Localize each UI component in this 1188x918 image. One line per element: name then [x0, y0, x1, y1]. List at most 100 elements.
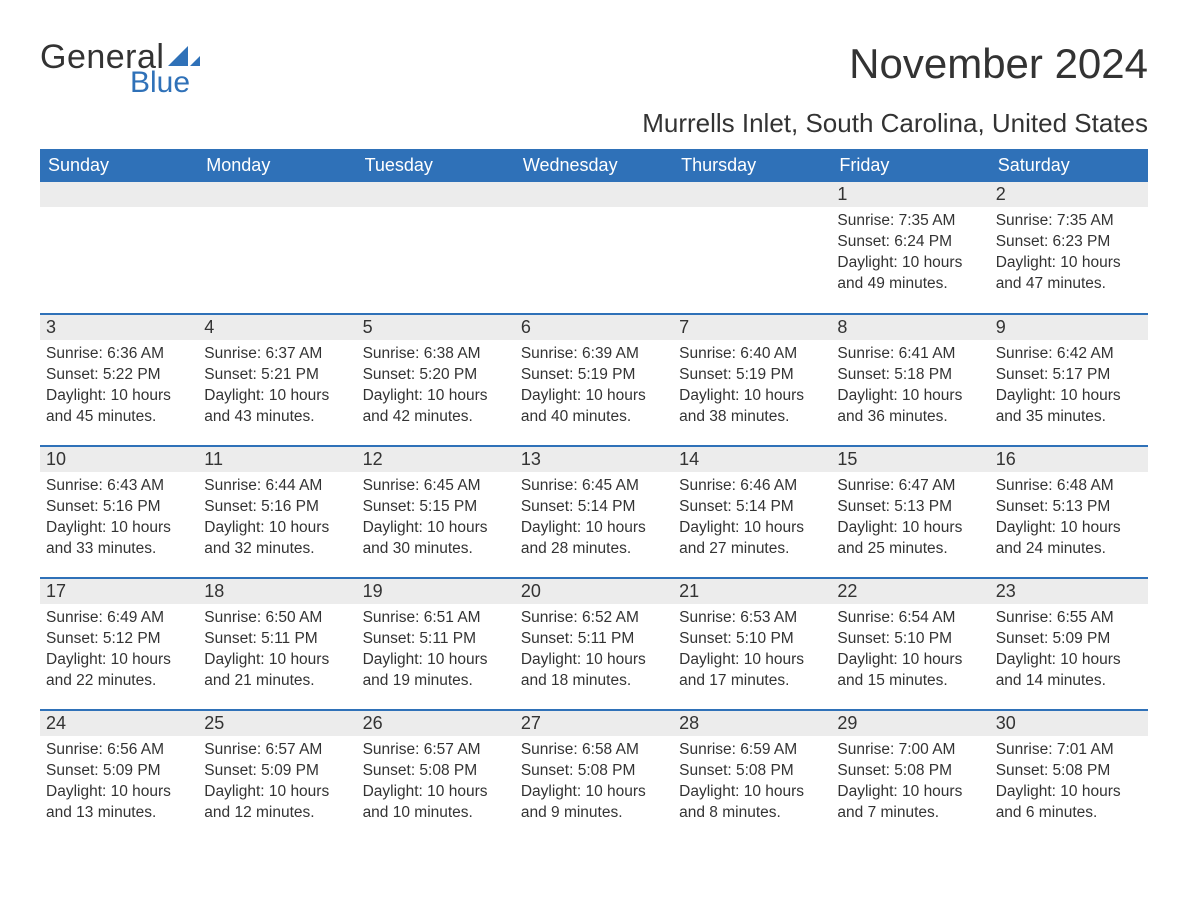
- dl1-label: Daylight: 10 hours: [521, 650, 667, 670]
- day-cell: 8Sunrise: 6:41 AMSunset: 5:18 PMDaylight…: [831, 314, 989, 446]
- sunrise-label: Sunrise: 6:36 AM: [46, 344, 192, 364]
- dl1-label: Daylight: 10 hours: [679, 782, 825, 802]
- dl2-label: and 22 minutes.: [46, 671, 192, 691]
- dl1-label: Daylight: 10 hours: [996, 650, 1142, 670]
- day-cell: 29Sunrise: 7:00 AMSunset: 5:08 PMDayligh…: [831, 710, 989, 842]
- day-cell: 11Sunrise: 6:44 AMSunset: 5:16 PMDayligh…: [198, 446, 356, 578]
- dl2-label: and 18 minutes.: [521, 671, 667, 691]
- day-details: Sunrise: 6:39 AMSunset: 5:19 PMDaylight:…: [515, 340, 673, 433]
- dl2-label: and 42 minutes.: [363, 407, 509, 427]
- dl1-label: Daylight: 10 hours: [679, 386, 825, 406]
- logo-text-blue: Blue: [130, 68, 200, 98]
- day-cell: 7Sunrise: 6:40 AMSunset: 5:19 PMDaylight…: [673, 314, 831, 446]
- day-details: Sunrise: 6:44 AMSunset: 5:16 PMDaylight:…: [198, 472, 356, 565]
- day-cell: 28Sunrise: 6:59 AMSunset: 5:08 PMDayligh…: [673, 710, 831, 842]
- day-details: Sunrise: 6:40 AMSunset: 5:19 PMDaylight:…: [673, 340, 831, 433]
- dl2-label: and 21 minutes.: [204, 671, 350, 691]
- day-cell: 19Sunrise: 6:51 AMSunset: 5:11 PMDayligh…: [357, 578, 515, 710]
- day-cell: 4Sunrise: 6:37 AMSunset: 5:21 PMDaylight…: [198, 314, 356, 446]
- sunset-label: Sunset: 5:08 PM: [996, 761, 1142, 781]
- day-details: Sunrise: 6:43 AMSunset: 5:16 PMDaylight:…: [40, 472, 198, 565]
- dl1-label: Daylight: 10 hours: [363, 650, 509, 670]
- day-details: Sunrise: 6:51 AMSunset: 5:11 PMDaylight:…: [357, 604, 515, 697]
- day-cell: 16Sunrise: 6:48 AMSunset: 5:13 PMDayligh…: [990, 446, 1148, 578]
- sunrise-label: Sunrise: 6:54 AM: [837, 608, 983, 628]
- day-number: 6: [515, 315, 673, 340]
- dl1-label: Daylight: 10 hours: [837, 253, 983, 273]
- day-details: Sunrise: 6:42 AMSunset: 5:17 PMDaylight:…: [990, 340, 1148, 433]
- day-cell: 25Sunrise: 6:57 AMSunset: 5:09 PMDayligh…: [198, 710, 356, 842]
- sunset-label: Sunset: 5:11 PM: [204, 629, 350, 649]
- sunset-label: Sunset: 6:23 PM: [996, 232, 1142, 252]
- day-details: Sunrise: 7:01 AMSunset: 5:08 PMDaylight:…: [990, 736, 1148, 829]
- day-number: 12: [357, 447, 515, 472]
- day-details: Sunrise: 6:46 AMSunset: 5:14 PMDaylight:…: [673, 472, 831, 565]
- day-cell: 2Sunrise: 7:35 AMSunset: 6:23 PMDaylight…: [990, 182, 1148, 314]
- sunrise-label: Sunrise: 6:38 AM: [363, 344, 509, 364]
- brand-logo: General Blue: [40, 40, 200, 98]
- dl2-label: and 6 minutes.: [996, 803, 1142, 823]
- sunset-label: Sunset: 6:24 PM: [837, 232, 983, 252]
- sunrise-label: Sunrise: 7:00 AM: [837, 740, 983, 760]
- day-cell: 6Sunrise: 6:39 AMSunset: 5:19 PMDaylight…: [515, 314, 673, 446]
- day-details: Sunrise: 6:41 AMSunset: 5:18 PMDaylight:…: [831, 340, 989, 433]
- day-number: 8: [831, 315, 989, 340]
- day-number: 15: [831, 447, 989, 472]
- day-details: Sunrise: 6:57 AMSunset: 5:09 PMDaylight:…: [198, 736, 356, 829]
- dow-header: Sunday: [40, 149, 198, 182]
- day-details: Sunrise: 6:54 AMSunset: 5:10 PMDaylight:…: [831, 604, 989, 697]
- day-cell: 5Sunrise: 6:38 AMSunset: 5:20 PMDaylight…: [357, 314, 515, 446]
- dl1-label: Daylight: 10 hours: [837, 650, 983, 670]
- day-number: 16: [990, 447, 1148, 472]
- sunrise-label: Sunrise: 6:41 AM: [837, 344, 983, 364]
- sunset-label: Sunset: 5:20 PM: [363, 365, 509, 385]
- dow-header: Tuesday: [357, 149, 515, 182]
- day-details: Sunrise: 6:50 AMSunset: 5:11 PMDaylight:…: [198, 604, 356, 697]
- dl1-label: Daylight: 10 hours: [521, 386, 667, 406]
- sunrise-label: Sunrise: 6:55 AM: [996, 608, 1142, 628]
- dl1-label: Daylight: 10 hours: [996, 386, 1142, 406]
- day-details: Sunrise: 6:48 AMSunset: 5:13 PMDaylight:…: [990, 472, 1148, 565]
- day-number: 29: [831, 711, 989, 736]
- dow-header-row: Sunday Monday Tuesday Wednesday Thursday…: [40, 149, 1148, 182]
- sunset-label: Sunset: 5:08 PM: [837, 761, 983, 781]
- sunrise-label: Sunrise: 6:51 AM: [363, 608, 509, 628]
- week-row: 3Sunrise: 6:36 AMSunset: 5:22 PMDaylight…: [40, 314, 1148, 446]
- day-number: 23: [990, 579, 1148, 604]
- sunset-label: Sunset: 5:12 PM: [46, 629, 192, 649]
- dl1-label: Daylight: 10 hours: [46, 386, 192, 406]
- sunset-label: Sunset: 5:22 PM: [46, 365, 192, 385]
- sunset-label: Sunset: 5:10 PM: [679, 629, 825, 649]
- sunrise-label: Sunrise: 6:53 AM: [679, 608, 825, 628]
- sunrise-label: Sunrise: 6:56 AM: [46, 740, 192, 760]
- dl2-label: and 35 minutes.: [996, 407, 1142, 427]
- dl1-label: Daylight: 10 hours: [46, 518, 192, 538]
- dl2-label: and 7 minutes.: [837, 803, 983, 823]
- day-number: 28: [673, 711, 831, 736]
- sunrise-label: Sunrise: 6:48 AM: [996, 476, 1142, 496]
- day-cell: 17Sunrise: 6:49 AMSunset: 5:12 PMDayligh…: [40, 578, 198, 710]
- dow-header: Wednesday: [515, 149, 673, 182]
- dl2-label: and 15 minutes.: [837, 671, 983, 691]
- dl1-label: Daylight: 10 hours: [363, 386, 509, 406]
- sunset-label: Sunset: 5:10 PM: [837, 629, 983, 649]
- dl2-label: and 32 minutes.: [204, 539, 350, 559]
- dl1-label: Daylight: 10 hours: [363, 782, 509, 802]
- day-number: 21: [673, 579, 831, 604]
- day-number: 7: [673, 315, 831, 340]
- day-details: Sunrise: 7:00 AMSunset: 5:08 PMDaylight:…: [831, 736, 989, 829]
- month-title: November 2024: [849, 40, 1148, 88]
- day-number: 19: [357, 579, 515, 604]
- day-cell: 13Sunrise: 6:45 AMSunset: 5:14 PMDayligh…: [515, 446, 673, 578]
- header: General Blue November 2024: [40, 40, 1148, 98]
- day-cell: [515, 182, 673, 314]
- week-row: 10Sunrise: 6:43 AMSunset: 5:16 PMDayligh…: [40, 446, 1148, 578]
- day-details: Sunrise: 6:45 AMSunset: 5:15 PMDaylight:…: [357, 472, 515, 565]
- day-number: 14: [673, 447, 831, 472]
- sunrise-label: Sunrise: 6:42 AM: [996, 344, 1142, 364]
- day-cell: 20Sunrise: 6:52 AMSunset: 5:11 PMDayligh…: [515, 578, 673, 710]
- dl2-label: and 45 minutes.: [46, 407, 192, 427]
- day-details: Sunrise: 6:53 AMSunset: 5:10 PMDaylight:…: [673, 604, 831, 697]
- day-cell: 26Sunrise: 6:57 AMSunset: 5:08 PMDayligh…: [357, 710, 515, 842]
- dl2-label: and 40 minutes.: [521, 407, 667, 427]
